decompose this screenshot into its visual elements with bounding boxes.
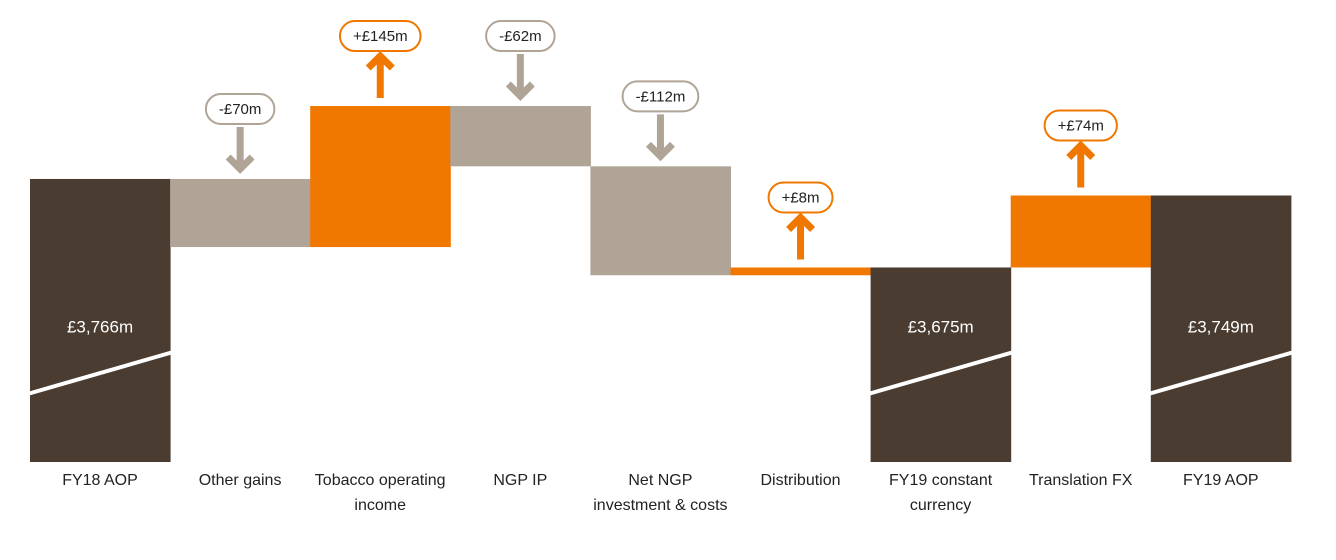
delta-bar bbox=[730, 267, 872, 276]
arrow bbox=[786, 212, 816, 260]
value-label: -£70m bbox=[219, 101, 262, 118]
label-pill bbox=[338, 20, 422, 53]
axis-break bbox=[1144, 348, 1302, 397]
delta-bar bbox=[170, 178, 311, 248]
delta-bar bbox=[310, 106, 451, 248]
axis-break bbox=[23, 348, 181, 397]
x-tick-label: NGP IP bbox=[493, 472, 548, 489]
total-bar bbox=[870, 267, 1012, 462]
x-tick-label: Translation FX bbox=[1028, 472, 1133, 489]
label-pill bbox=[1043, 109, 1118, 142]
delta-bar bbox=[450, 106, 591, 167]
x-tick-label: FY18 AOP bbox=[62, 472, 138, 489]
axis-break bbox=[864, 348, 1022, 397]
arrow bbox=[645, 114, 675, 162]
value-label: +£145m bbox=[353, 28, 408, 45]
x-tick-label: Net NGP investment & costs bbox=[593, 472, 728, 514]
x-tick-label: FY19 constant currency bbox=[889, 472, 993, 514]
x-tick-label: Other gains bbox=[198, 472, 282, 489]
total-bar bbox=[30, 178, 171, 462]
x-tick-label: FY19 AOP bbox=[1183, 472, 1259, 489]
label-pill bbox=[767, 181, 834, 214]
label-pill bbox=[204, 92, 276, 125]
delta-bar bbox=[590, 166, 731, 276]
arrow bbox=[1066, 140, 1096, 188]
value-label: £3,675m bbox=[908, 317, 974, 336]
value-label: +£8m bbox=[782, 189, 820, 206]
delta-bar bbox=[1010, 195, 1152, 268]
total-bar bbox=[1150, 195, 1292, 462]
arrow bbox=[365, 51, 395, 99]
value-label: -£62m bbox=[499, 28, 542, 45]
value-label: £3,766m bbox=[67, 317, 133, 336]
x-tick-label: Tobacco operating income bbox=[314, 472, 446, 514]
arrow bbox=[225, 126, 255, 174]
x-tick-label: Distribution bbox=[760, 472, 841, 489]
arrow bbox=[505, 54, 535, 101]
value-label: £3,749m bbox=[1188, 317, 1254, 336]
value-label: -£112m bbox=[636, 88, 686, 105]
label-pill bbox=[621, 80, 700, 113]
label-pill bbox=[485, 20, 556, 53]
value-label: +£74m bbox=[1058, 117, 1104, 134]
